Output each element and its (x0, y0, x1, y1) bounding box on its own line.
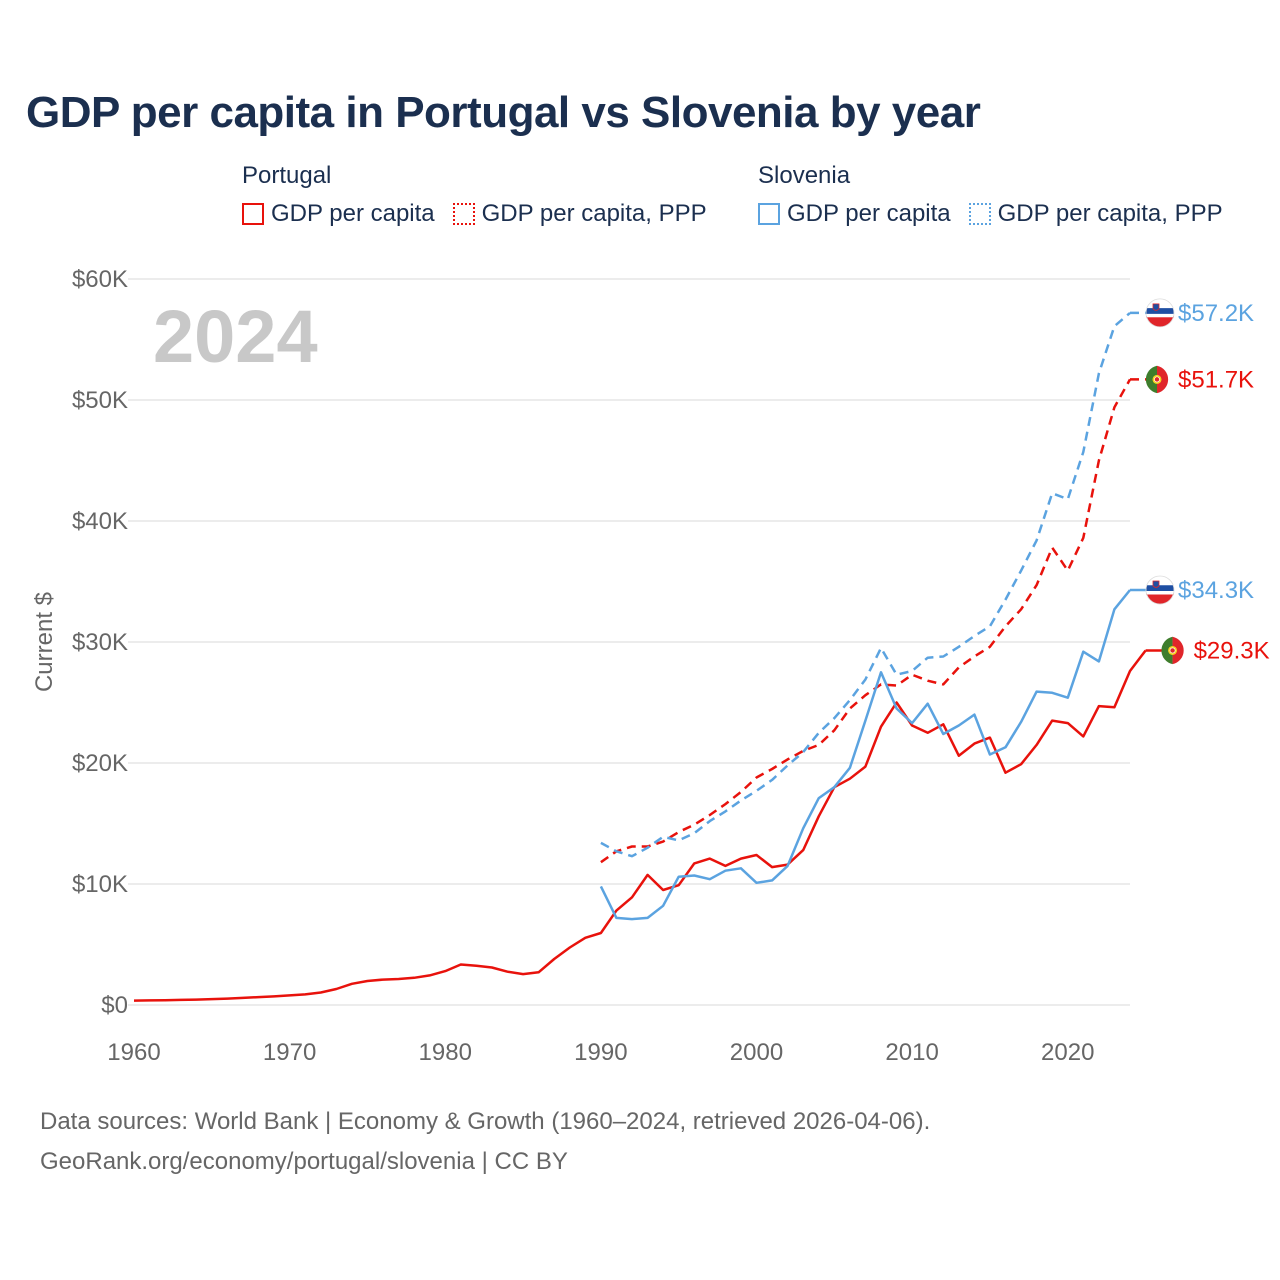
y-axis-label: Current $ (31, 592, 58, 692)
x-tick-label: 1990 (574, 1039, 627, 1066)
legend-group-portugal: Portugal GDP per capita GDP per capita, … (242, 162, 707, 228)
legend-group-name-slovenia: Slovenia (758, 162, 851, 189)
y-axis-ticks: $0 $10K $20K $30K $40K $50K $60K (72, 266, 128, 1019)
legend-item-slovenia-gdp[interactable]: GDP per capita (758, 200, 951, 228)
slovenia-flag-icon (1145, 575, 1175, 605)
legend-group-slovenia: Slovenia GDP per capita GDP per capita, … (758, 162, 1223, 228)
x-tick-label: 2000 (730, 1039, 783, 1066)
y-tick-label: $60K (72, 266, 128, 293)
gridlines (128, 278, 1130, 1006)
series-line-portugal-gdp-per-capita (133, 649, 1147, 1002)
x-tick-label: 1960 (107, 1039, 160, 1066)
y-tick-label: $40K (72, 508, 128, 535)
slovenia-flag-icon (1145, 298, 1175, 328)
source-line-1: Data sources: World Bank | Economy & Gro… (40, 1108, 931, 1135)
source-line-2: GeoRank.org/economy/portugal/slovenia | … (40, 1148, 568, 1175)
y-tick-label: $20K (72, 750, 128, 777)
x-tick-label: 2010 (885, 1039, 938, 1066)
end-value-label: $57.2K (1178, 300, 1254, 327)
y-tick-label: $30K (72, 629, 128, 656)
portugal-flag-icon (1161, 636, 1184, 665)
legend-item-portugal-gdp[interactable]: GDP per capita (242, 200, 435, 228)
y-tick-label: $10K (72, 871, 128, 898)
legend-group-name-portugal: Portugal (242, 162, 332, 189)
series-line-slovenia-gdp-per-capita (599, 589, 1131, 921)
portugal-flag-icon (1145, 365, 1169, 394)
y-tick-label: $50K (72, 387, 128, 414)
legend-swatch-solid-portugal (242, 203, 264, 225)
legend-swatch-solid-slovenia (758, 203, 780, 225)
legend-swatch-dotted-slovenia (968, 203, 991, 225)
end-value-label: $34.3K (1178, 577, 1254, 604)
series-line-slovenia-gdp-per-capita-ppp (600, 311, 1131, 858)
legend-item-slovenia-gdp-ppp[interactable]: GDP per capita, PPP (968, 200, 1223, 228)
legend-item-portugal-gdp-ppp[interactable]: GDP per capita, PPP (452, 200, 707, 228)
x-axis-ticks: 1960 1970 1980 1990 2000 2010 2020 (107, 1039, 1094, 1066)
legend-swatch-dotted-portugal (452, 203, 475, 225)
x-tick-label: 1980 (419, 1039, 472, 1066)
legend-label-slovenia-gdp: GDP per capita (787, 200, 951, 227)
x-tick-label: 1970 (263, 1039, 316, 1066)
series-line-portugal-gdp-per-capita-ppp (600, 378, 1132, 864)
year-watermark: 2024 (153, 295, 318, 378)
end-value-label: $29.3K (1194, 637, 1270, 664)
end-labels: $29.3K $51.7K $34.3K $57.2K (1130, 298, 1270, 665)
chart-title: GDP per capita in Portugal vs Slovenia b… (26, 88, 981, 137)
legend-label-portugal-gdp-ppp: GDP per capita, PPP (481, 200, 707, 227)
end-value-label: $51.7K (1178, 366, 1254, 393)
legend-label-portugal-gdp: GDP per capita (271, 200, 435, 227)
series-layer (133, 311, 1147, 1002)
x-tick-label: 2020 (1041, 1039, 1094, 1066)
legend-label-slovenia-gdp-ppp: GDP per capita, PPP (997, 200, 1223, 227)
y-tick-label: $0 (101, 992, 128, 1019)
